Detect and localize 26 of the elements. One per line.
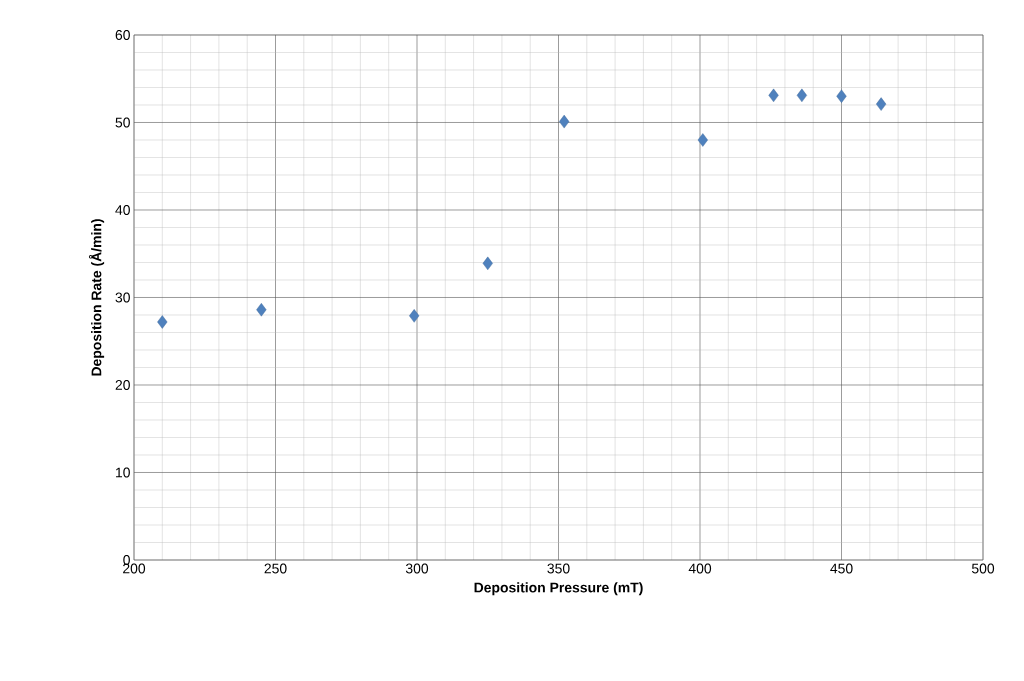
y-tick-label: 30 [115,292,130,303]
y-axis-title: Deposition Rate (Å/min) [88,219,105,376]
x-tick-label: 200 [123,563,146,574]
y-tick-label: 10 [116,467,130,478]
point [256,303,267,317]
point [697,133,708,147]
x-tick-label: 250 [264,563,287,574]
x-tick-label: 400 [688,563,712,574]
x-axis-title: Deposition Pressure (mT) [474,582,643,596]
point [157,315,168,329]
point [796,88,807,103]
y-tick-label: 20 [115,380,130,390]
x-tick-label: 350 [547,563,570,574]
y-tick-label: 0 [123,555,130,565]
point [768,88,779,103]
point [559,114,570,129]
point [409,309,420,323]
point [482,256,493,271]
x-tick-label: 300 [405,563,429,574]
x-tick-label: 500 [971,563,995,574]
y-tick-label: 60 [115,30,130,40]
point [876,97,887,111]
y-tick-label: 40 [115,205,130,215]
y-tick-label: 50 [115,117,130,128]
x-tick-label: 450 [830,563,853,574]
point [836,89,847,103]
